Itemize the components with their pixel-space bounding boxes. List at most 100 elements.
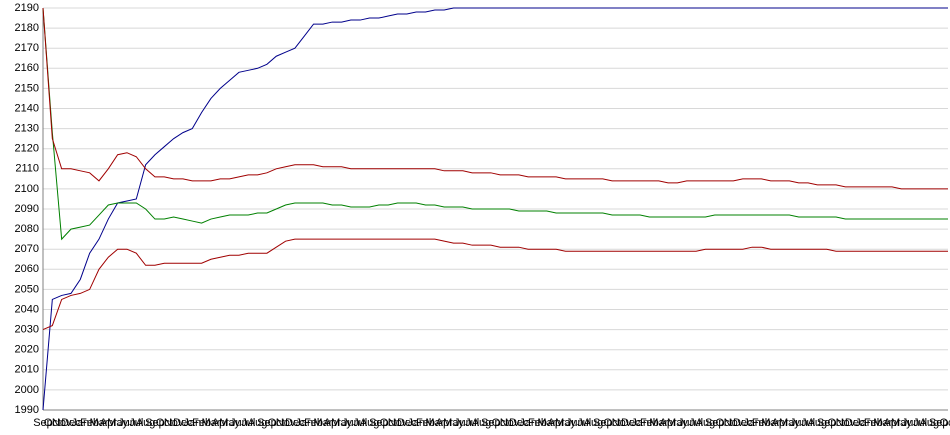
x-tick-label: Oct [380,417,397,429]
x-tick-label: May [891,417,912,429]
y-tick-label: 2170 [15,42,39,54]
x-tick-label: Oct [827,417,844,429]
x-tick-label: Nov [388,417,408,429]
y-tick-label: 2000 [15,384,39,396]
x-tick-label: Jun [230,417,248,429]
series-line [42,7,948,411]
x-tick-label: Apr [100,417,117,429]
y-tick-label: 2130 [15,123,39,135]
x-tick-label: Aug [136,417,156,429]
x-tick-label: Apr [436,417,453,429]
x-tick-label: May [667,417,688,429]
x-tick-label: Jan [71,417,89,429]
y-tick-label: 2080 [15,223,39,235]
x-tick-label: Aug [472,417,492,429]
y-tick-label: 2030 [15,324,39,336]
y-tick-label: 2140 [15,102,39,114]
y-tick-label: 2060 [15,263,39,275]
x-tick-label: May [107,417,128,429]
x-tick-label: Dec [397,417,417,429]
x-tick-label: Nov [612,417,632,429]
y-tick-label: 2190 [15,2,39,14]
x-tick-label: Dec [845,417,865,429]
x-tick-label: Jan [631,417,649,429]
x-tick-label: Jun [454,417,472,429]
x-tick-label: Nov [52,417,72,429]
x-tick-label: Oct [604,417,621,429]
x-tick-label: Oct [268,417,285,429]
x-tick-label: Jan [855,417,873,429]
x-tick-label: Jun [566,417,584,429]
y-tick-label: 2120 [15,143,39,155]
x-tick-label: Aug [248,417,268,429]
x-tick-label: Sep [817,417,837,429]
x-tick-label: Mar [313,417,332,429]
x-tick-label: May [779,417,800,429]
x-tick-label: Aug [584,417,604,429]
x-tick-label: Feb [192,417,211,429]
x-tick-label: Jan [295,417,313,429]
x-tick-label: Sep [929,417,949,429]
x-tick-label: Apr [883,417,900,429]
y-tick-label: 2090 [15,203,39,215]
series-line [42,238,948,331]
x-tick-label: Aug [920,417,940,429]
x-tick-label: Jan [407,417,425,429]
x-tick-label: Mar [425,417,444,429]
x-tick-label: Jun [902,417,920,429]
x-tick-label: Sep [705,417,725,429]
x-tick-label: Jul [241,417,255,429]
x-tick-label: Jul [689,417,703,429]
y-tick-label: 2040 [15,303,39,315]
series-line [42,7,948,190]
x-tick-label: Apr [548,417,565,429]
y-tick-label: 2160 [15,62,39,74]
x-tick-label: Jun [342,417,360,429]
x-tick-label: Feb [864,417,883,429]
x-tick-label: Sep [145,417,165,429]
x-tick-label: Dec [509,417,529,429]
y-tick-label: 2180 [15,22,39,34]
y-tick-label: 2020 [15,344,39,356]
x-tick-label: Feb [416,417,435,429]
x-tick-label: Oct [156,417,173,429]
x-tick-label: Dec [173,417,193,429]
x-tick-label: Jul [353,417,367,429]
x-tick-label: Dec [733,417,753,429]
x-tick-label: Mar [90,417,109,429]
x-tick-label: Feb [640,417,659,429]
x-tick-label: Aug [808,417,828,429]
x-tick-label: Oct [492,417,509,429]
x-tick-label: Mar [761,417,780,429]
x-tick-label: Nov [836,417,856,429]
x-tick-label: Mar [649,417,668,429]
x-tick-label: Mar [201,417,220,429]
y-tick-label: 2070 [15,243,39,255]
x-tick-label: Nov [164,417,184,429]
x-tick-label: Mar [873,417,892,429]
y-tick-label: 2050 [15,283,39,295]
x-tick-label: Jun [118,417,136,429]
x-tick-label: Jul [129,417,143,429]
x-tick-label: Sep [33,417,53,429]
x-tick-label: Aug [360,417,380,429]
x-tick-label: Aug [696,417,716,429]
x-tick-label: Apr [771,417,788,429]
x-tick-label: Apr [324,417,341,429]
x-tick-label: Jan [519,417,537,429]
x-tick-label: Sep [369,417,389,429]
x-tick-label: Jan [183,417,201,429]
y-tick-label: 2110 [15,163,39,175]
x-tick-label: Feb [80,417,99,429]
x-tick-label: Nov [724,417,744,429]
x-tick-label: May [331,417,352,429]
x-tick-label: Sep [593,417,613,429]
x-tick-label: Jul [577,417,591,429]
x-tick-label: Jul [465,417,479,429]
x-tick-label: Oct [44,417,61,429]
x-tick-label: Oct [716,417,733,429]
x-tick-label: Dec [61,417,81,429]
x-tick-label: Jun [790,417,808,429]
x-tick-label: Jun [678,417,696,429]
